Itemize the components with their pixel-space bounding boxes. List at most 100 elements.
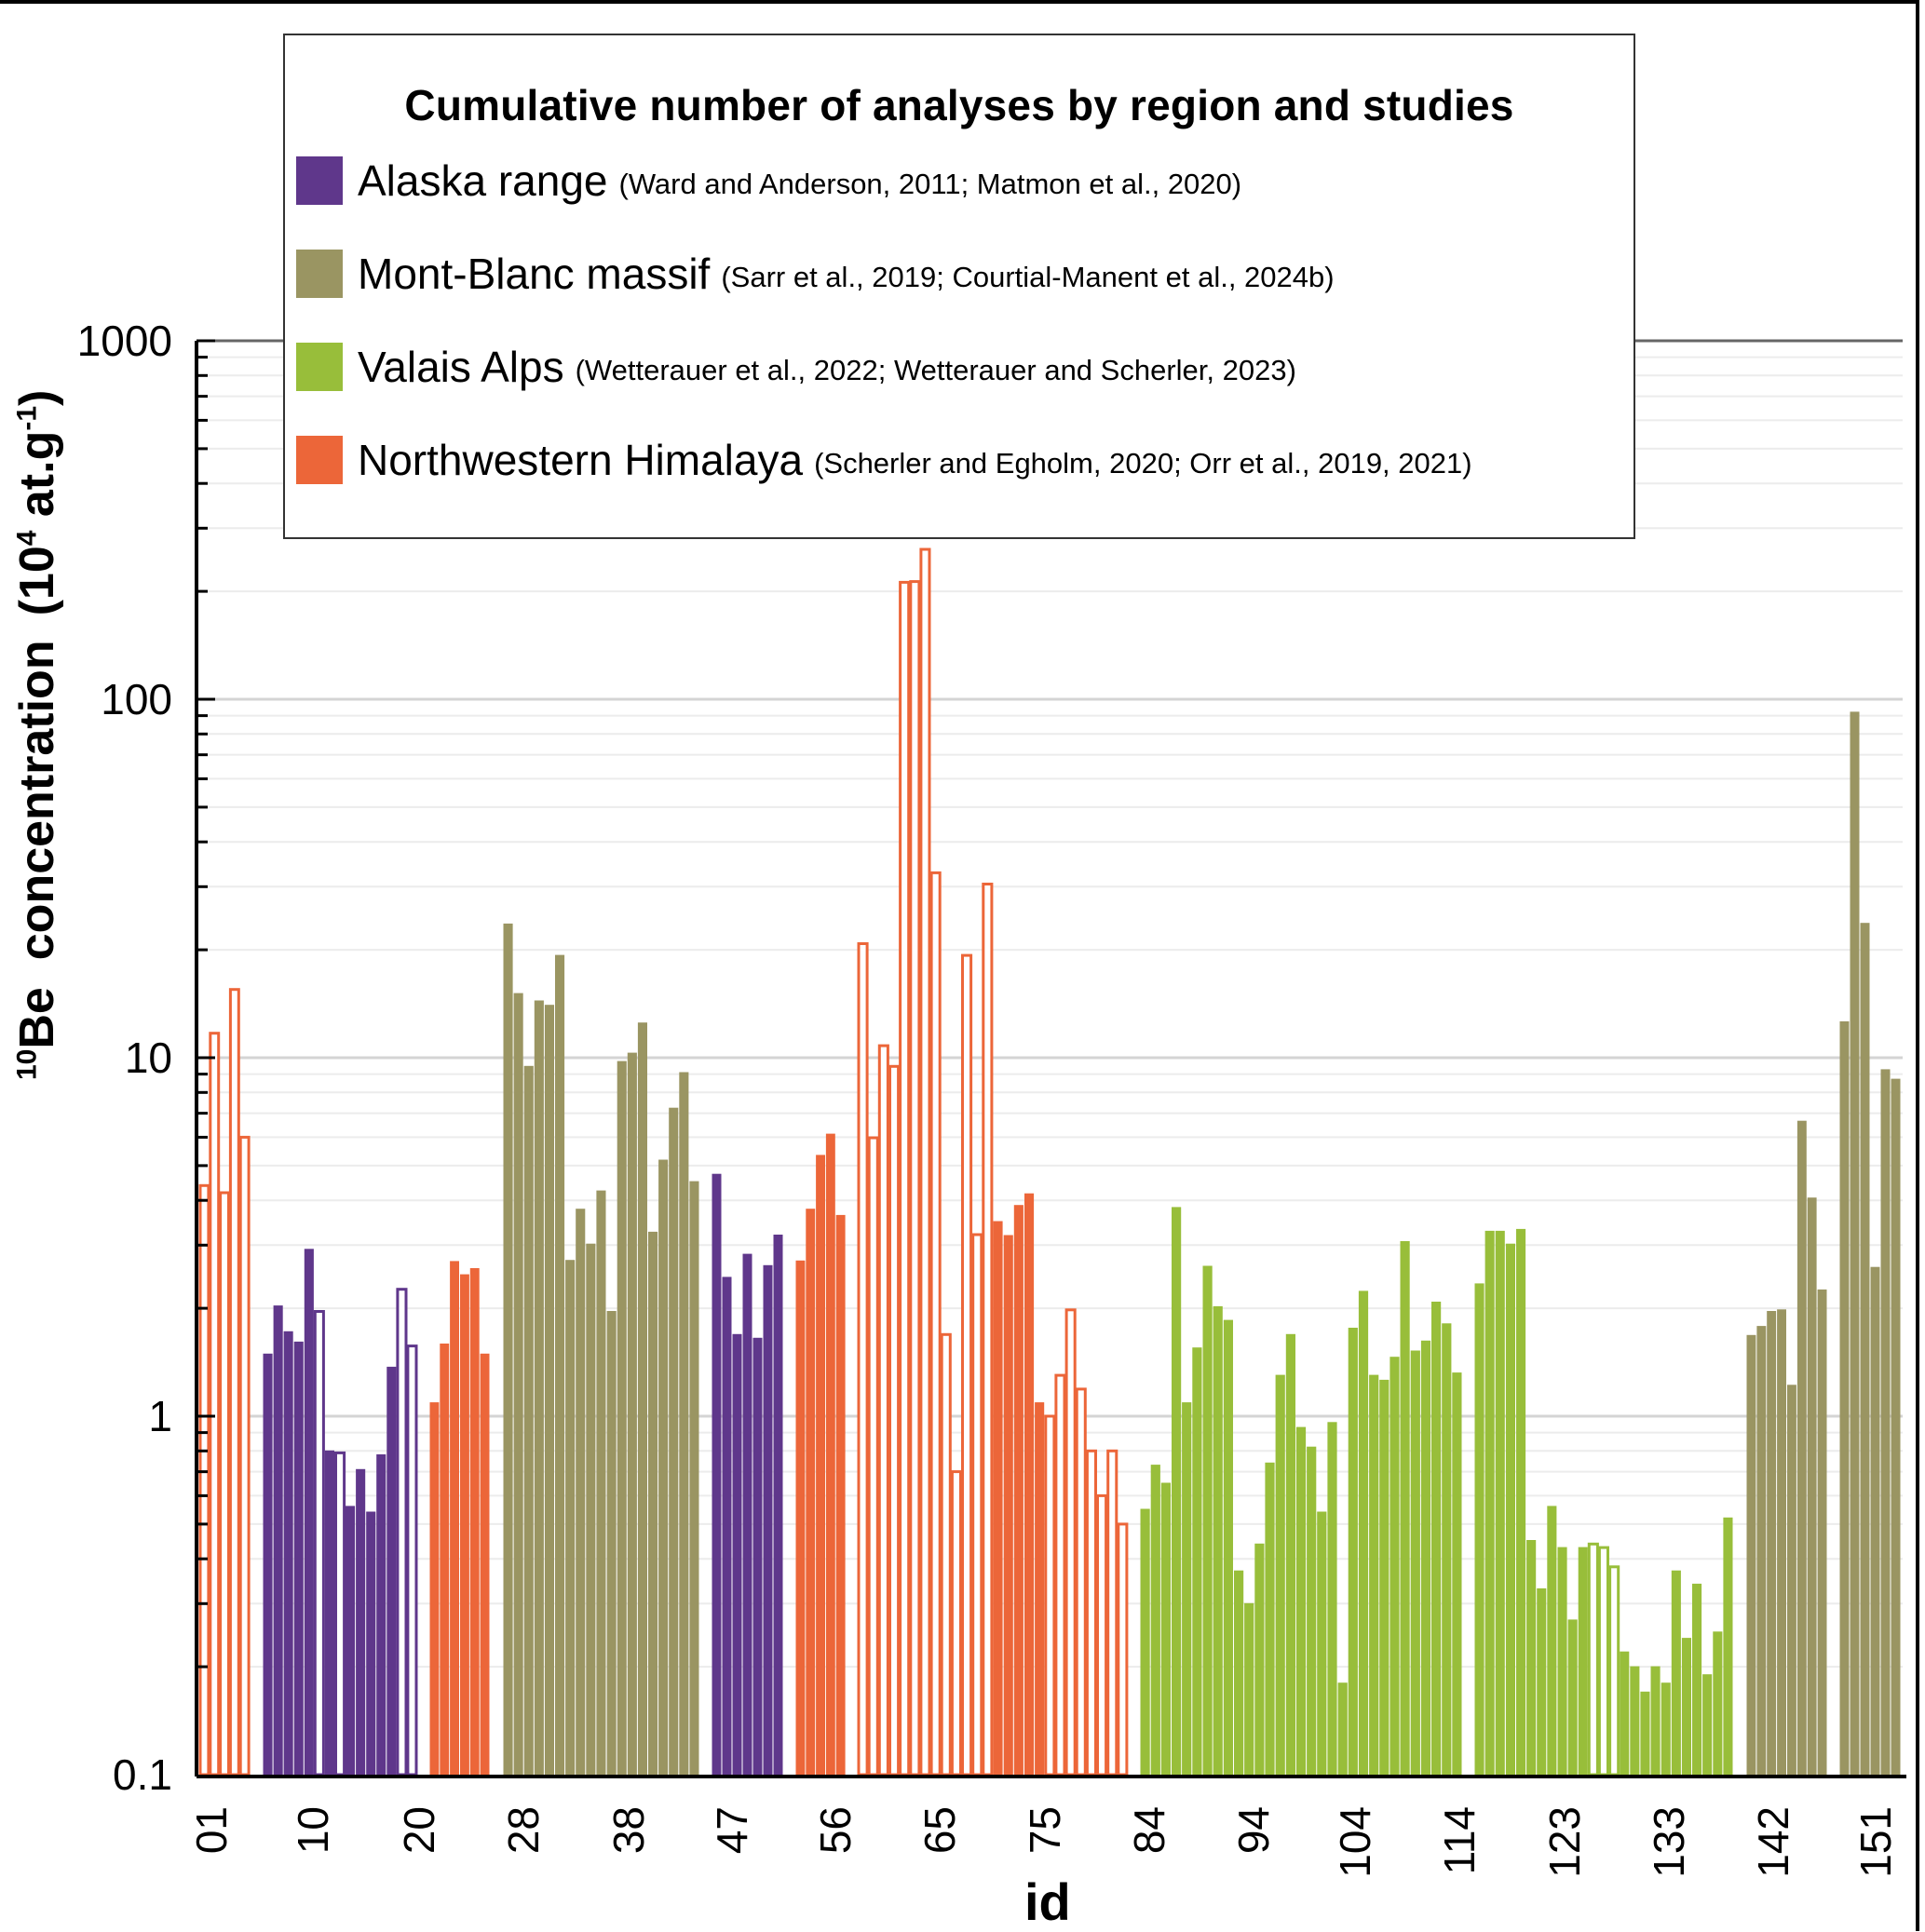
legend-swatch-valais (296, 343, 343, 391)
bar (503, 923, 513, 1776)
bar (637, 1022, 648, 1776)
bar (1671, 1570, 1681, 1776)
bar-hollow (1044, 1414, 1056, 1777)
bar (565, 1260, 576, 1776)
bar (1516, 1228, 1526, 1776)
x-tick-label: 133 (1645, 1806, 1693, 1878)
bar (617, 1061, 627, 1776)
legend-refs: (Wetterauer et al., 2022; Wetterauer and… (575, 354, 1296, 386)
bar (1767, 1311, 1777, 1776)
bar (606, 1311, 617, 1776)
bar-hollow (877, 1044, 889, 1777)
bar-hollow (313, 1310, 325, 1777)
bar-hollow (1075, 1387, 1087, 1777)
bar (1400, 1241, 1410, 1776)
bar (1860, 923, 1870, 1776)
bar (324, 1450, 334, 1776)
bar-hollow (971, 1233, 983, 1777)
bar (835, 1214, 846, 1776)
bar (658, 1159, 669, 1776)
bar (1410, 1350, 1420, 1776)
x-tick-label: 151 (1851, 1806, 1900, 1878)
bar (273, 1305, 283, 1776)
x-axis-label: id (1024, 1872, 1071, 1931)
bar (669, 1107, 679, 1776)
bar-hollow (1085, 1449, 1098, 1777)
y-tick-label: 1000 (77, 317, 172, 365)
legend-swatch-mont-blanc (296, 250, 343, 298)
bar (1746, 1334, 1756, 1776)
bar (469, 1268, 480, 1776)
bar-hollow (929, 871, 942, 1777)
bar (555, 954, 565, 1776)
legend-refs: (Scherler and Egholm, 2020; Orr et al., … (814, 447, 1472, 480)
y-tick-label: 100 (101, 675, 172, 723)
bar (460, 1274, 469, 1776)
x-tick-label: 56 (811, 1806, 860, 1854)
bar (1661, 1682, 1671, 1776)
bar (763, 1264, 773, 1776)
bar (1307, 1446, 1317, 1776)
bar (1150, 1465, 1160, 1776)
bar (366, 1511, 376, 1776)
bar (1505, 1243, 1516, 1776)
bar (1369, 1374, 1379, 1776)
x-tick-label: 142 (1749, 1806, 1797, 1878)
legend-entry-himalaya: Northwestern Himalaya (Scherler and Egho… (296, 436, 1472, 484)
bar (825, 1133, 835, 1776)
y-tick-label: 0.1 (113, 1750, 172, 1799)
bar-hollow (1096, 1493, 1108, 1777)
bar (596, 1190, 606, 1776)
legend-entry-alaska: Alaska range (Ward and Anderson, 2011; M… (296, 156, 1241, 205)
bar (1713, 1631, 1723, 1776)
bar-hollow (857, 942, 869, 1777)
x-tick-labels: 01 10 20 28 38 47 56 65 75 84 94 104 114 123 133 142 151 (187, 1806, 1900, 1878)
legend-entry-mont-blanc: Mont-Blanc massif (Sarr et al., 2019; Co… (296, 250, 1335, 298)
bar (1172, 1207, 1182, 1776)
bar-hollow (1587, 1542, 1599, 1777)
y-label-unit: (104 at.g-1) (10, 389, 64, 616)
bar (1213, 1305, 1223, 1776)
bar-hollow (867, 1136, 879, 1777)
bar-hollow (198, 1183, 210, 1777)
bar (1756, 1326, 1767, 1776)
bar (1870, 1266, 1880, 1776)
bar (1787, 1385, 1796, 1776)
y-minor-ticks (197, 339, 215, 1669)
legend-refs: (Ward and Anderson, 2011; Matmon et al.,… (618, 168, 1242, 200)
bar (1285, 1333, 1296, 1776)
x-tick-label: 28 (499, 1806, 548, 1854)
bar (1723, 1517, 1733, 1776)
bar (1537, 1587, 1547, 1776)
bar (293, 1341, 304, 1776)
bar (263, 1353, 273, 1776)
bar (1024, 1193, 1035, 1776)
legend-refs: (Sarr et al., 2019; Courtial-Manent et a… (721, 261, 1335, 293)
bar (1557, 1547, 1567, 1776)
bar (742, 1253, 752, 1776)
bar (1160, 1482, 1172, 1776)
bar (1003, 1235, 1013, 1776)
bar (1379, 1379, 1390, 1776)
x-tick-label: 20 (395, 1806, 443, 1854)
bar (283, 1331, 293, 1776)
bar (1850, 711, 1860, 1776)
x-tick-label: 65 (915, 1806, 964, 1854)
bar (1442, 1323, 1452, 1776)
bar (1681, 1638, 1692, 1776)
bar (1348, 1328, 1358, 1776)
bar (1891, 1078, 1901, 1776)
bar-hollow (396, 1288, 408, 1777)
bar (1013, 1205, 1024, 1776)
bar-hollow (982, 883, 994, 1777)
bar (1140, 1508, 1150, 1776)
bar (1578, 1547, 1588, 1776)
x-tick-label: 123 (1540, 1806, 1589, 1878)
bar (752, 1337, 763, 1776)
bar (1254, 1543, 1265, 1776)
y-tick-labels: 1000 100 10 1 0.1 (77, 317, 172, 1799)
bar (722, 1277, 732, 1776)
bar (1265, 1462, 1275, 1776)
